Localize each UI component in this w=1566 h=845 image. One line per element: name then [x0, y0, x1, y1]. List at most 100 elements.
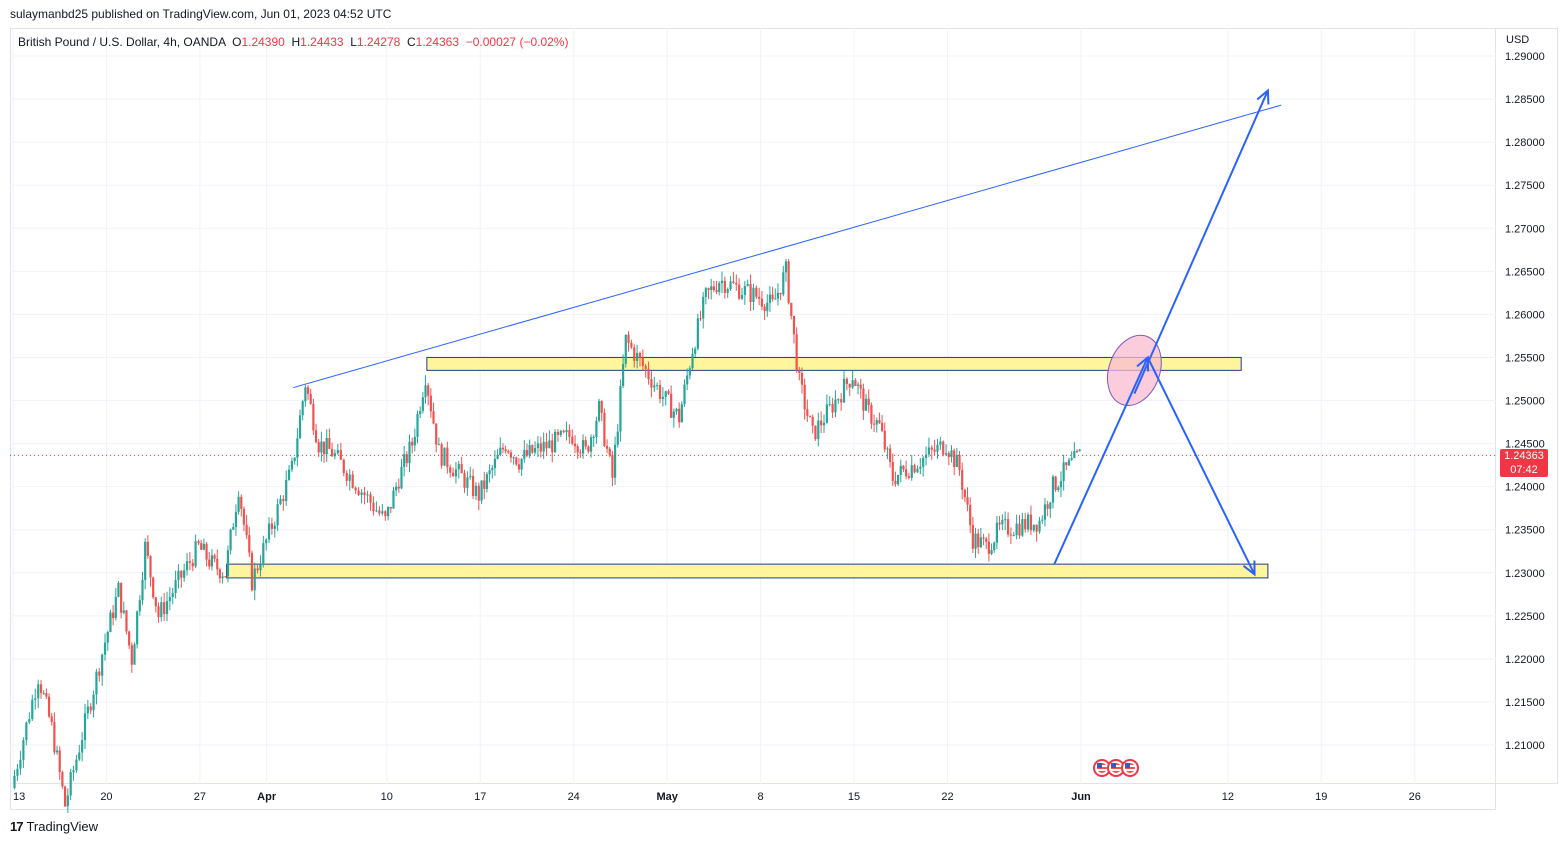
candle-body — [165, 601, 169, 615]
economic-events[interactable] — [1093, 759, 1139, 779]
time-tick-label: 10 — [381, 791, 393, 803]
candle-body — [75, 759, 78, 771]
candle-body — [405, 454, 408, 464]
candle-body — [545, 441, 548, 449]
candle-body — [213, 555, 216, 559]
candle-body — [180, 570, 183, 578]
candle-body — [930, 447, 933, 450]
candle-body — [333, 453, 336, 457]
candle-body — [542, 441, 545, 452]
candle-body — [969, 504, 972, 525]
candle-body — [287, 469, 291, 480]
candle-body — [1018, 523, 1021, 536]
candle-body — [644, 365, 647, 369]
us-flag-icon[interactable] — [1121, 759, 1139, 777]
candle-body — [732, 281, 735, 283]
candle-body — [1054, 476, 1057, 490]
time-tick-label: 8 — [758, 791, 764, 803]
candle-body — [218, 569, 222, 579]
us-flag-icon[interactable] — [1093, 759, 1111, 777]
candle-body — [58, 750, 61, 773]
candle-body — [463, 473, 466, 488]
time-tick-label: 19 — [1315, 791, 1327, 803]
candle-body — [658, 384, 662, 399]
candle-body — [806, 409, 809, 416]
time-tick-label: 26 — [1409, 791, 1421, 803]
candle-body — [803, 384, 806, 410]
candle-body — [919, 466, 922, 469]
price-tick-label: 1.24500 — [1505, 439, 1545, 451]
time-axis[interactable] — [10, 784, 1496, 810]
candle-body — [790, 302, 793, 316]
candle-body — [216, 558, 219, 570]
candle-body — [279, 499, 282, 505]
candle-body — [568, 429, 571, 437]
candle-body — [122, 610, 125, 613]
candle-body — [675, 408, 678, 412]
candle-body — [840, 399, 843, 403]
arrow-up-long-head — [1256, 88, 1270, 105]
candle-body — [955, 454, 958, 467]
candle-body — [488, 470, 491, 475]
us-flag-icon[interactable] — [1107, 759, 1125, 777]
candle-body — [224, 576, 227, 578]
candle-body — [664, 391, 667, 397]
candle-body — [457, 464, 460, 470]
candle-body — [600, 401, 603, 413]
candle-body — [982, 537, 985, 539]
candle-body — [792, 315, 796, 335]
candle-body — [1049, 502, 1052, 509]
candle-body — [581, 440, 585, 454]
low-value: 1.24278 — [356, 35, 401, 49]
candle-body — [336, 450, 339, 454]
candle-body — [154, 597, 157, 607]
candle-body — [466, 477, 469, 488]
candle-body — [501, 447, 505, 450]
candle-body — [360, 492, 363, 495]
candle-body — [878, 420, 881, 423]
candle-body — [128, 631, 131, 646]
candle-body — [814, 425, 817, 440]
candle-body — [798, 370, 801, 373]
candle-body — [460, 464, 463, 474]
candle-body — [894, 480, 897, 485]
candle-body — [707, 288, 710, 290]
candle-body — [1026, 514, 1030, 530]
candle-body — [133, 644, 136, 665]
candle-body — [831, 403, 834, 413]
chart-pane[interactable] — [10, 28, 1496, 784]
open-label: O — [232, 35, 242, 49]
candle-body — [760, 298, 764, 307]
candle-body — [114, 596, 117, 619]
candle-body — [221, 576, 224, 579]
candle-body — [37, 684, 40, 699]
candle-body — [961, 469, 964, 490]
candle-body — [141, 579, 144, 601]
candle-body — [440, 444, 443, 466]
candle-body — [971, 524, 974, 549]
currency-label[interactable]: USD — [1506, 34, 1530, 46]
footer-brand[interactable]: 17 TradingView — [10, 819, 98, 834]
candle-body — [702, 296, 705, 319]
candle-body — [483, 480, 486, 489]
candle-body — [883, 430, 886, 450]
candle-body — [285, 479, 288, 502]
candle-body — [559, 430, 562, 435]
support-zone — [226, 563, 1269, 579]
price-axis[interactable] — [1496, 28, 1558, 784]
candle-body — [613, 444, 617, 478]
candle-body — [995, 522, 998, 543]
candle-body — [859, 384, 862, 389]
candle-body — [905, 469, 908, 477]
candle-body — [699, 318, 702, 320]
candle-body — [403, 454, 406, 467]
candle-body — [22, 740, 25, 760]
candle-body — [683, 384, 686, 405]
candle-body — [726, 289, 729, 293]
candle-body — [354, 487, 357, 491]
candle-body — [78, 752, 81, 760]
candle-body — [924, 454, 928, 459]
candle-body — [950, 450, 953, 458]
candle-body — [152, 577, 155, 598]
